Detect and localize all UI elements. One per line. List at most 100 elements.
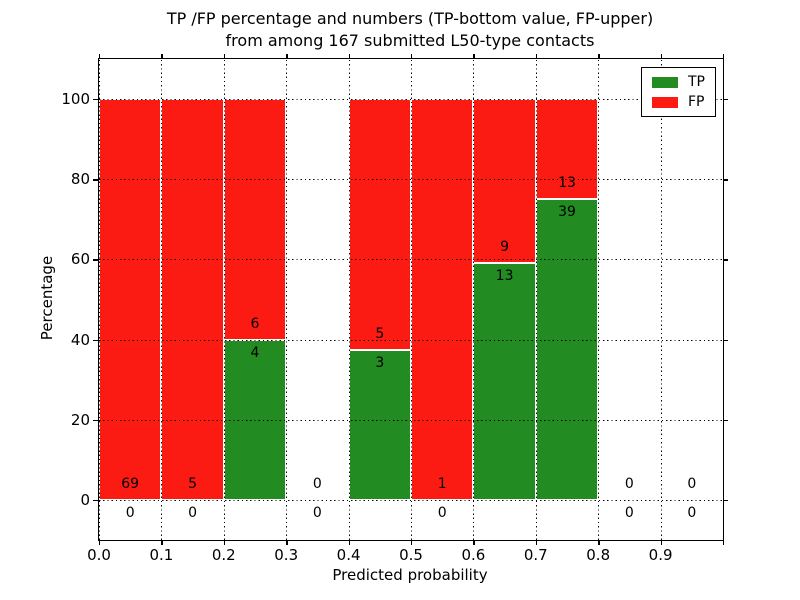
x-tick-bottom [473, 540, 475, 545]
legend-label-tp: TP [688, 74, 705, 90]
fp-color-swatch [652, 96, 678, 108]
x-tick-top [286, 54, 288, 59]
x-tick-top [161, 54, 163, 59]
v-gridline [473, 59, 475, 540]
y-tick-right [723, 99, 728, 101]
tp-count-label: 13 [495, 268, 514, 285]
fp-bar-segment [223, 99, 287, 340]
v-gridline [223, 59, 225, 540]
x-tick-label: 0.7 [523, 546, 548, 564]
y-tick-right [723, 339, 728, 341]
x-tick-label: 0.6 [461, 546, 486, 564]
legend-item-tp: TP [652, 75, 705, 89]
y-tick-right [723, 259, 728, 261]
x-tick-bottom [660, 540, 662, 545]
x-tick-label: 0.0 [87, 546, 111, 564]
x-tick-label: 0.8 [586, 546, 611, 564]
y-tick-right [723, 499, 728, 502]
y-tick-left [92, 259, 98, 261]
x-tick-bottom [348, 540, 350, 545]
tp-count-label: 0 [125, 504, 135, 521]
y-axis-label: Percentage [38, 255, 56, 341]
v-gridline [348, 59, 350, 540]
tp-bar-segment [535, 199, 599, 500]
chart-title: TP /FP percentage and numbers (TP-bottom… [98, 8, 722, 52]
x-tick-top [535, 54, 538, 59]
v-gridline [535, 59, 537, 540]
y-tick-left [92, 419, 98, 422]
x-tick-bottom [598, 540, 600, 545]
y-tick-label: 80 [70, 170, 90, 189]
y-tick-label: 0 [80, 490, 90, 509]
y-tick-left [92, 99, 98, 101]
fp-count-label: 9 [500, 239, 510, 256]
y-tick-right [723, 179, 728, 181]
y-tick-left [92, 179, 98, 181]
x-tick-bottom [286, 540, 288, 545]
y-tick-left [92, 339, 98, 341]
tp-bar-segment [348, 349, 411, 500]
x-tick-label: 0.4 [336, 546, 361, 564]
fp-count-label: 0 [312, 475, 322, 492]
v-gridline [161, 59, 163, 540]
fp-count-label: 5 [375, 325, 385, 342]
fp-bar-segment [473, 99, 536, 264]
x-tick-top [411, 54, 413, 59]
x-tick-top [660, 54, 662, 59]
tp-count-label: 0 [312, 504, 322, 521]
v-gridline [99, 59, 100, 540]
fp-bar-segment [161, 99, 224, 500]
v-gridline [598, 59, 600, 540]
y-tick-label: 60 [70, 250, 90, 269]
tp-count-label: 0 [188, 504, 198, 521]
x-tick-top [598, 54, 600, 59]
fp-bar-segment [348, 99, 411, 350]
chart-title-line1: TP /FP percentage and numbers (TP-bottom… [166, 9, 654, 28]
v-gridline [286, 59, 288, 540]
legend-item-fp: FP [652, 95, 705, 109]
fp-count-label: 0 [624, 475, 634, 492]
x-tick-label: 0.3 [274, 546, 299, 564]
x-tick-bottom [223, 540, 226, 545]
x-tick-top [223, 54, 226, 59]
x-tick-top [348, 54, 350, 59]
y-tick-right [723, 419, 728, 422]
tp-color-swatch [652, 76, 678, 88]
fp-count-label: 0 [687, 475, 697, 492]
x-tick-label: 0.2 [211, 546, 236, 564]
legend-label-fp: FP [688, 94, 705, 110]
fp-bar-segment [411, 99, 474, 500]
fp-count-label: 1 [437, 475, 447, 492]
fp-count-label: 13 [558, 175, 576, 192]
v-gridline [723, 59, 724, 540]
chart-title-line2: from among 167 submitted L50-type contac… [225, 31, 595, 50]
x-tick-top [99, 54, 101, 59]
x-tick-bottom [723, 540, 725, 545]
x-tick-bottom [411, 540, 413, 545]
fp-count-label: 6 [250, 315, 260, 332]
v-gridline [660, 59, 662, 540]
x-tick-bottom [535, 540, 538, 545]
tp-count-label: 0 [687, 504, 697, 521]
fp-count-label: 69 [121, 475, 140, 492]
fp-count-label: 5 [188, 475, 198, 492]
y-tick-left [92, 499, 98, 502]
x-axis-label: Predicted probability [332, 566, 488, 584]
tp-count-label: 3 [375, 354, 385, 371]
v-gridline [411, 59, 412, 540]
fp-bar-segment [99, 99, 162, 500]
tp-count-label: 4 [250, 344, 260, 361]
x-tick-top [473, 54, 475, 59]
y-tick-label: 40 [70, 330, 90, 349]
x-tick-label: 0.5 [399, 546, 423, 564]
legend: TP FP [641, 67, 716, 117]
tp-count-label: 39 [558, 204, 576, 221]
x-tick-label: 0.1 [149, 546, 174, 564]
tp-bar-segment [473, 263, 536, 500]
y-tick-label: 20 [70, 410, 90, 429]
tp-count-label: 0 [437, 504, 447, 521]
plot-area: TP FP 69 0 5 0 6 4 0 0 5 3 1 0 9 13 13 39 0 0 0 0 0.0 0.1 0.2 0… [61, 54, 728, 564]
y-tick-label: 100 [61, 90, 90, 109]
x-tick-bottom [99, 540, 101, 545]
